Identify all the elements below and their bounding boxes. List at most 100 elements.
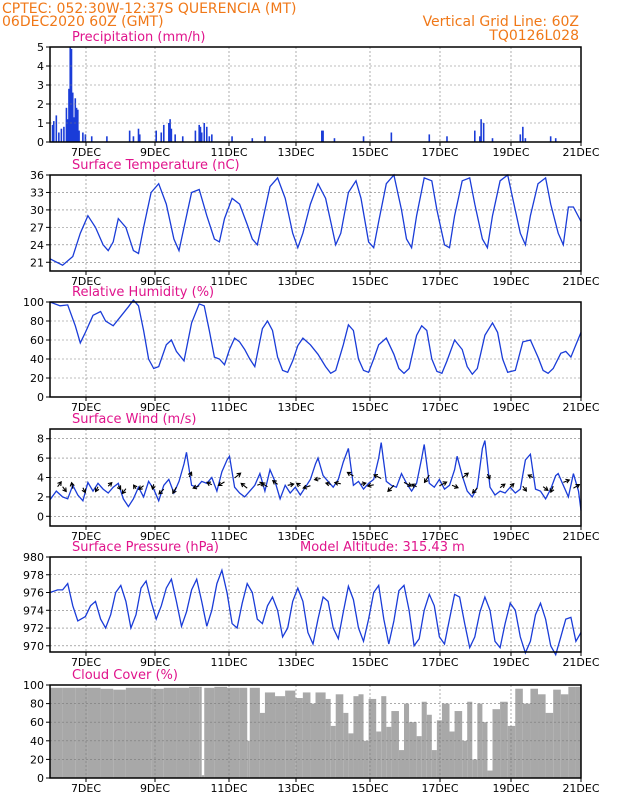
humidity-ytick-label: 20: [30, 372, 44, 385]
cloud-cover-bar: [343, 712, 349, 778]
wind-title: Surface Wind (m/s): [72, 412, 196, 427]
wind-vector-arrow: [542, 486, 549, 491]
precip-frame: [49, 46, 582, 143]
precip-bar: [474, 130, 476, 142]
temperature-line: [49, 173, 582, 266]
precip-bar: [322, 130, 324, 142]
precip-bar: [65, 107, 68, 142]
precip-xtick-label: 17DEC: [421, 146, 458, 159]
precip-bar: [128, 130, 131, 142]
cloud-cover-bar: [436, 720, 442, 778]
cloud-cover-bar: [482, 722, 488, 778]
temperature-ytick-label: 30: [30, 204, 44, 217]
wind-ytick-label: 6: [37, 452, 44, 465]
precip-xtick-label: 19DEC: [492, 146, 529, 159]
cloud-cover-bar: [325, 698, 331, 778]
cloud-xtick-label: 17DEC: [421, 782, 458, 795]
pressure-title: Surface Pressure (hPa): [72, 540, 219, 555]
wind-vector-arrow: [451, 484, 459, 489]
precip-bar: [84, 134, 87, 142]
wind-xtick-label: 11DEC: [210, 530, 247, 543]
pressure-xtick-label: 21DEC: [562, 656, 599, 669]
cloud-cover-bar: [487, 770, 493, 778]
precip-bar: [479, 136, 481, 142]
precip-bar: [132, 136, 135, 142]
precip-bar: [74, 98, 77, 142]
temperature-xtick-label: 9DEC: [140, 275, 170, 288]
wind-vector-arrow: [302, 484, 311, 490]
precip-bar: [69, 47, 72, 142]
cloud-cover-bar: [285, 690, 296, 778]
cloud-cover-bar: [358, 694, 364, 778]
cloud-cover-bar: [62, 687, 76, 778]
cloud-cover-bar: [391, 711, 399, 778]
precip-bar: [203, 123, 206, 142]
precip-bar: [66, 119, 69, 142]
precip-bar: [491, 138, 494, 142]
wind-ytick-label: 4: [37, 472, 44, 485]
precip-bar: [138, 134, 141, 142]
wind-xtick-label: 7DEC: [71, 530, 101, 543]
cloud-cover-bar: [409, 722, 417, 778]
precip-bar: [251, 138, 254, 142]
precip-xtick-label: 21DEC: [562, 146, 599, 159]
wind-vector-arrow: [217, 481, 225, 487]
wind-xtick-label: 13DEC: [277, 530, 314, 543]
temperature-xtick-label: 13DEC: [277, 275, 314, 288]
wind-vector-arrow: [387, 484, 395, 493]
precip-bar: [390, 132, 393, 142]
temperature-ytick-label: 24: [30, 239, 44, 252]
precip-bar: [362, 136, 365, 142]
cloud-cover-bar: [515, 688, 523, 778]
cloud-cover-bar: [398, 750, 404, 778]
cloud-ytick-label: 40: [30, 735, 44, 748]
precip-xtick-label: 9DEC: [140, 146, 170, 159]
precip-xtick-label: 13DEC: [277, 146, 314, 159]
cloud-cover-bar: [500, 701, 508, 778]
precip-bar: [68, 88, 70, 142]
precip-bar: [51, 124, 54, 142]
header-location: CPTEC: 052:30W-12:37S QUERENCIA (MT): [2, 1, 296, 17]
precip-bar: [73, 117, 75, 142]
cloud-cover-bar: [176, 687, 190, 778]
cloud-ytick-label: 80: [30, 698, 44, 711]
temperature-frame: [49, 174, 582, 272]
precip-bar: [321, 130, 323, 142]
pressure-ytick-label: 978: [23, 569, 44, 582]
precip-bar: [63, 126, 65, 142]
precip-bar: [200, 132, 203, 142]
wind-xtick-label: 17DEC: [421, 530, 458, 543]
humidity-title: Relative Humidity (%): [72, 285, 214, 300]
precip-bar: [482, 123, 485, 142]
precip-ytick-label: 4: [37, 60, 44, 73]
cloud-cover-bar: [492, 709, 501, 778]
precip-bar: [428, 134, 431, 142]
humidity-frame: [49, 301, 582, 398]
cloud-cover-bar: [431, 750, 437, 778]
precip-ytick-label: 0: [37, 136, 44, 149]
precip-bar: [52, 121, 55, 142]
humidity-xtick-label: 17DEC: [421, 401, 458, 414]
wind-xtick-label: 9DEC: [140, 530, 170, 543]
temperature-ytick-label: 21: [30, 256, 44, 269]
precip-bar: [549, 136, 552, 142]
wind-xtick-label: 19DEC: [492, 530, 529, 543]
cloud-cover-bar: [449, 731, 455, 778]
precip-bar: [155, 130, 157, 142]
wind-vector-arrow: [133, 484, 138, 490]
humidity-xtick-label: 15DEC: [351, 401, 388, 414]
pressure-xtick-label: 17DEC: [421, 656, 458, 669]
humidity-xtick-label: 9DEC: [140, 401, 170, 414]
cloud-cover-bar: [467, 701, 473, 778]
precip-bar: [55, 115, 58, 142]
temperature-xtick-label: 21DEC: [562, 275, 599, 288]
precip-bar: [82, 132, 84, 142]
cloud-cover-bar: [462, 740, 468, 778]
cloud-cover-bar: [50, 687, 63, 778]
wind-vector-arrow: [324, 481, 331, 487]
wind-vector-arrow: [240, 482, 248, 489]
precip-ytick-label: 1: [37, 117, 44, 130]
cloud-cover-bar: [472, 759, 478, 778]
cloud-cover-bar: [75, 687, 88, 778]
cloud-cover-bar: [239, 687, 248, 778]
